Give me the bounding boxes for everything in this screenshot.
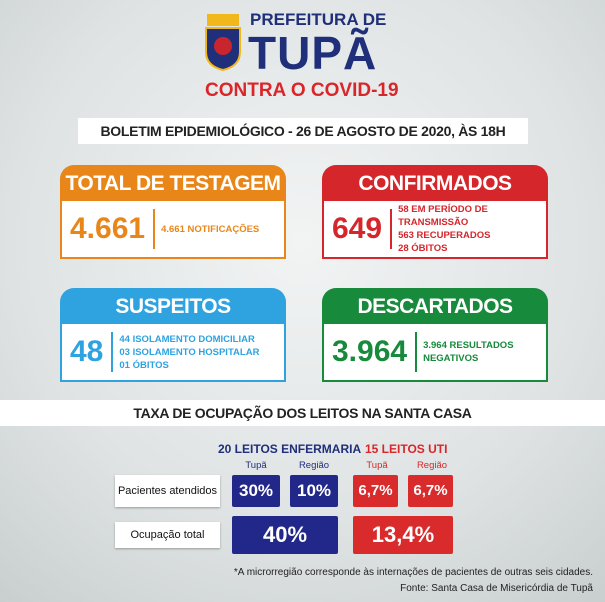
card-detail: 563 RECUPERADOS (398, 230, 491, 241)
card-title: SUSPEITOS (60, 288, 286, 324)
table-cell: 6,7% (408, 475, 453, 507)
row-label: Ocupação total (115, 522, 220, 548)
card-detail: 28 ÓBITOS (398, 243, 448, 254)
card-body: 649 58 EM PERÍODO DE TRANSMISSÃO 563 RECUP… (322, 201, 548, 259)
col-header: Região (298, 460, 330, 471)
card-body: 48 44 ISOLAMENTO DOMICILIAR 03 ISOLAMENTO … (60, 324, 286, 382)
group-label: 20 LEITOS ENFERMARIA (218, 442, 362, 456)
group-label: 15 LEITOS UTI (365, 442, 448, 456)
header-line1: PREFEITURA DE (250, 10, 387, 29)
card-details: 3.964 RESULTADOS NEGATIVOS (417, 339, 546, 365)
card: TOTAL DE TESTAGEM 4.661 4.661 NOTIFICAÇÕES (60, 165, 286, 259)
card-detail: 3.964 RESULTADOS NEGATIVOS (423, 340, 514, 364)
card-title: DESCARTADOS (322, 288, 548, 324)
card-detail: 01 ÓBITOS (119, 359, 169, 371)
header-line2: TUPÃ (248, 27, 378, 79)
table-cell: 10% (290, 475, 338, 507)
card-details: 4.661 NOTIFICAÇÕES (155, 223, 259, 236)
card-number: 48 (62, 332, 114, 372)
card-number: 4.661 (62, 209, 156, 249)
card-body: 3.964 3.964 RESULTADOS NEGATIVOS (322, 324, 548, 382)
card-title: TOTAL DE TESTAGEM (60, 165, 286, 201)
card-detail: 44 ISOLAMENTO DOMICILIAR (119, 333, 255, 345)
footnote: *A microrregião corresponde às internaçõ… (233, 567, 593, 578)
card-details: 44 ISOLAMENTO DOMICILIAR 03 ISOLAMENTO HO… (113, 333, 259, 372)
card: SUSPEITOS 48 44 ISOLAMENTO DOMICILIAR 03 IS… (60, 288, 286, 382)
header-line3: CONTRA O COVID-19 (205, 80, 399, 101)
table-cell: 13,4% (353, 516, 453, 554)
occupancy-title: TAXA DE OCUPAÇÃO DOS LEITOS NA SANTA CAS… (0, 400, 605, 426)
row-label: Pacientes atendidos (115, 475, 220, 507)
card: CONFIRMADOS 649 58 EM PERÍODO DE TRANSMISS… (322, 165, 548, 259)
table-cell: 30% (232, 475, 280, 507)
card-title: CONFIRMADOS (322, 165, 548, 201)
card-detail: 03 ISOLAMENTO HOSPITALAR (119, 346, 260, 358)
col-header: Região (416, 460, 448, 471)
card-details: 58 EM PERÍODO DE TRANSMISSÃO 563 RECUPERA… (392, 203, 546, 255)
city-crest (205, 14, 241, 72)
table-cell: 40% (232, 516, 338, 554)
card-number: 3.964 (324, 332, 418, 372)
table-cell: 6,7% (353, 475, 398, 507)
col-header: Tupã (245, 460, 267, 471)
col-header: Tupã (366, 460, 388, 471)
card-body: 4.661 4.661 NOTIFICAÇÕES (60, 201, 286, 259)
source: Fonte: Santa Casa de Misericórdia de Tup… (400, 583, 593, 594)
bulletin: BOLETIM EPIDEMIOLÓGICO - 26 DE AGOSTO DE… (78, 118, 528, 144)
card-detail: 4.661 NOTIFICAÇÕES (161, 223, 260, 235)
card-detail: 58 EM PERÍODO DE TRANSMISSÃO (398, 204, 488, 228)
card: DESCARTADOS 3.964 3.964 RESULTADOS NEGATIV… (322, 288, 548, 382)
card-number: 649 (324, 209, 393, 249)
